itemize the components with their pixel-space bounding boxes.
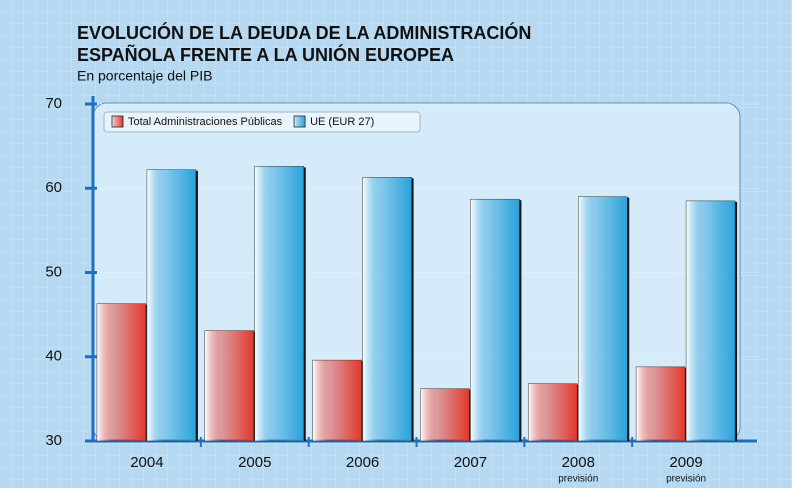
y-tick-label: 30	[45, 432, 62, 449]
bar	[254, 166, 304, 442]
bar	[528, 383, 578, 442]
chart-subtitle: En porcentaje del PIB	[77, 68, 212, 84]
bar-shadow	[302, 167, 306, 441]
bar	[578, 196, 628, 442]
bar-shadow	[194, 170, 198, 441]
y-tick-label: 70	[45, 95, 62, 112]
x-tick-label: 2008	[562, 454, 595, 471]
bar-shadow	[576, 384, 580, 441]
bar	[635, 366, 686, 442]
chart-title: EVOLUCIÓN DE LA DEUDA DE LA ADMINISTRACI…	[77, 22, 531, 43]
bar	[146, 169, 197, 442]
legend-swatch	[111, 115, 124, 128]
x-tick-sublabel: previsión	[666, 474, 706, 485]
x-tick-label: 2006	[346, 454, 379, 471]
bar-shadow	[734, 201, 738, 441]
chart-title: ESPAÑOLA FRENTE A LA UNIÓN EUROPEA	[77, 44, 454, 65]
x-tick-label: 2009	[669, 454, 702, 471]
y-tick-label: 60	[45, 179, 62, 196]
legend-label: UE (EUR 27)	[310, 116, 374, 128]
x-tick-label: 2004	[130, 454, 163, 471]
bar	[685, 200, 736, 442]
legend-label: Total Administraciones Públicas	[128, 116, 283, 128]
bar-shadow	[144, 304, 148, 441]
bar-shadow	[684, 367, 688, 441]
bar-shadow	[252, 331, 256, 441]
bar-shadow	[626, 197, 630, 441]
bar-shadow	[468, 389, 472, 441]
bar	[420, 388, 470, 442]
bar-shadow	[360, 361, 364, 441]
legend	[103, 111, 421, 133]
bar	[96, 303, 147, 442]
y-tick-label: 50	[45, 263, 62, 280]
x-tick-label: 2005	[238, 454, 271, 471]
bar-shadow	[410, 178, 414, 442]
x-tick-label: 2007	[454, 454, 487, 471]
bar	[362, 177, 412, 442]
bar-shadow	[518, 200, 522, 441]
y-tick-label: 40	[45, 348, 62, 365]
legend-swatch	[293, 115, 306, 128]
bar	[204, 330, 254, 442]
x-tick-sublabel: previsión	[558, 474, 598, 485]
bar	[470, 198, 520, 442]
bar	[312, 359, 362, 442]
